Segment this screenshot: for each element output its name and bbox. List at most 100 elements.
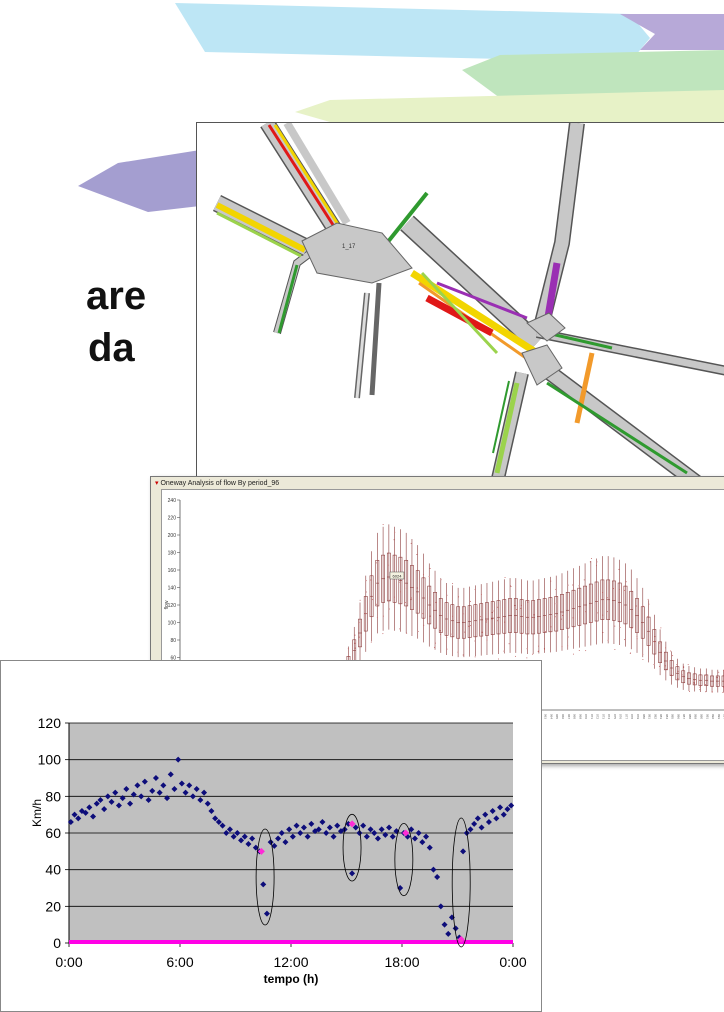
speed-data-point <box>289 833 296 840</box>
flow-point <box>485 621 487 623</box>
flow-x-tick-label: 087 <box>682 714 686 719</box>
flow-point <box>636 638 638 640</box>
speed-data-point <box>82 809 89 816</box>
flow-point <box>718 671 720 673</box>
flow-point <box>434 642 436 644</box>
speed-data-point <box>474 815 481 822</box>
flow-point <box>642 654 644 656</box>
flow-box <box>565 591 570 629</box>
speed-highlight-point <box>348 820 356 828</box>
speed-data-point <box>386 824 393 831</box>
speed-data-point <box>408 826 415 833</box>
flow-point <box>683 666 685 668</box>
flow-point <box>561 646 563 648</box>
speed-data-point <box>330 833 337 840</box>
speed-data-point <box>345 820 352 827</box>
flow-point <box>457 651 459 653</box>
flow-point <box>642 605 644 607</box>
flow-point <box>642 659 644 661</box>
flow-point <box>365 591 367 593</box>
speed-x-tick-label: 0:00 <box>55 954 82 970</box>
arrow-purple-left <box>78 150 200 212</box>
speed-x-tick-label: 18:00 <box>384 954 419 970</box>
flow-point <box>625 581 627 583</box>
flow-point <box>474 640 476 642</box>
flow-point <box>375 603 377 605</box>
flow-point <box>491 618 493 620</box>
flow-y-axis-label: flow <box>164 600 170 609</box>
flow-point <box>503 650 505 652</box>
flow-point <box>607 597 609 599</box>
flow-point <box>647 598 649 600</box>
flow-point <box>354 647 356 649</box>
speed-data-point <box>423 833 430 840</box>
flow-x-tick-label: 067 <box>567 714 571 719</box>
speed-data-point <box>419 839 426 846</box>
speed-data-point <box>75 815 82 822</box>
flow-point <box>583 579 585 581</box>
flow-point <box>481 631 483 633</box>
flow-point <box>516 609 518 611</box>
speed-data-point <box>352 824 359 831</box>
flow-point <box>694 679 696 681</box>
flow-point <box>497 620 499 622</box>
speed-data-point <box>201 789 208 796</box>
flow-point <box>572 617 574 619</box>
speed-data-point <box>282 839 289 846</box>
flow-point <box>578 611 580 613</box>
flow-x-tick-label: 094 <box>723 714 724 719</box>
arrow-lightgreen <box>295 90 724 122</box>
speed-data-point <box>141 778 148 785</box>
flow-y-tick-label: 180 <box>168 551 177 557</box>
speed-data-point <box>278 830 285 836</box>
speed-data-point <box>445 930 452 937</box>
flow-point <box>382 615 384 617</box>
speed-data-point <box>367 826 374 833</box>
flow-point <box>416 554 418 556</box>
flow-box <box>513 598 518 633</box>
flow-point <box>417 631 419 633</box>
flow-point <box>504 621 506 623</box>
flow-point <box>474 589 476 591</box>
speed-data-point <box>86 804 93 811</box>
speed-data-point <box>334 822 341 829</box>
flow-point <box>480 593 482 595</box>
speed-data-point <box>304 833 311 840</box>
speed-y-axis-label: Km/h <box>30 799 44 827</box>
flow-point <box>537 651 539 653</box>
speed-data-point <box>104 793 111 800</box>
flow-point <box>629 652 631 654</box>
flow-marker-label: 6024 <box>393 574 403 579</box>
speed-data-point <box>448 914 455 921</box>
flow-point <box>614 625 616 627</box>
flow-point <box>532 653 534 655</box>
flow-point <box>389 599 391 601</box>
speed-data-point <box>175 756 182 763</box>
flow-point <box>567 645 569 647</box>
flow-point <box>393 539 395 541</box>
flow-point <box>555 603 557 605</box>
flow-point <box>589 561 591 563</box>
speed-highlight-point <box>257 847 265 855</box>
flow-y-tick-label: 140 <box>168 586 177 592</box>
speed-highlight-ellipse <box>451 817 471 948</box>
speed-data-point <box>315 826 322 833</box>
speed-data-point <box>226 826 233 833</box>
collapse-triangle-icon[interactable]: ▾ <box>155 480 161 487</box>
flow-point <box>635 605 637 607</box>
flow-point <box>376 616 378 618</box>
flow-point <box>514 655 516 657</box>
flow-x-tick-label: 074 <box>607 714 611 719</box>
speed-data-point <box>127 800 134 807</box>
flow-x-tick-label: 072 <box>596 714 600 719</box>
flow-x-tick-label: 079 <box>636 714 640 719</box>
flow-point <box>550 580 552 582</box>
speed-data-point <box>263 910 270 917</box>
flow-x-tick-label: 063 <box>544 714 548 719</box>
flow-point <box>590 557 592 559</box>
flow-box <box>548 597 553 633</box>
speed-data-point <box>182 789 189 796</box>
flow-point <box>699 685 701 687</box>
speed-data-point <box>393 828 400 835</box>
speed-y-tick-label: 20 <box>45 898 61 914</box>
